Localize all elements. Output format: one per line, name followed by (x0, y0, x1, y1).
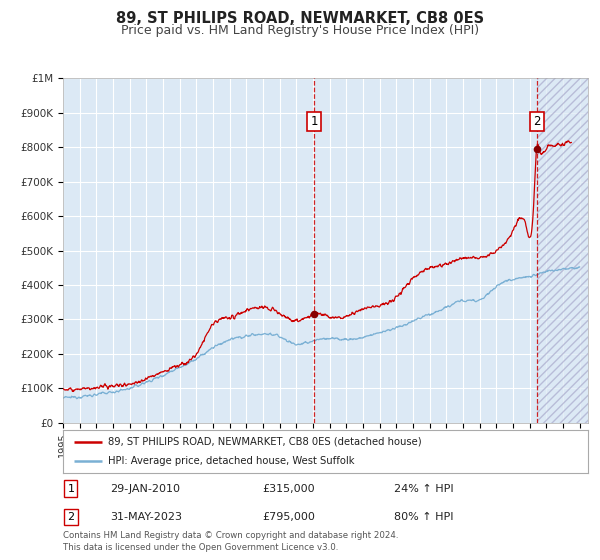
Text: 31-MAY-2023: 31-MAY-2023 (110, 512, 182, 522)
Text: 89, ST PHILIPS ROAD, NEWMARKET, CB8 0ES: 89, ST PHILIPS ROAD, NEWMARKET, CB8 0ES (116, 11, 484, 26)
Text: 2: 2 (67, 512, 74, 522)
Text: 89, ST PHILIPS ROAD, NEWMARKET, CB8 0ES (detached house): 89, ST PHILIPS ROAD, NEWMARKET, CB8 0ES … (107, 437, 421, 447)
Text: Price paid vs. HM Land Registry's House Price Index (HPI): Price paid vs. HM Land Registry's House … (121, 24, 479, 36)
Text: 24% ↑ HPI: 24% ↑ HPI (394, 484, 454, 493)
Text: £795,000: £795,000 (263, 512, 316, 522)
Text: 1: 1 (311, 115, 318, 128)
Text: Contains HM Land Registry data © Crown copyright and database right 2024.
This d: Contains HM Land Registry data © Crown c… (63, 531, 398, 552)
Text: 2: 2 (533, 115, 541, 128)
Text: £315,000: £315,000 (263, 484, 315, 493)
Text: 1: 1 (67, 484, 74, 493)
Bar (536, 78, 588, 423)
Text: 80% ↑ HPI: 80% ↑ HPI (394, 512, 453, 522)
Text: 29-JAN-2010: 29-JAN-2010 (110, 484, 180, 493)
Text: HPI: Average price, detached house, West Suffolk: HPI: Average price, detached house, West… (107, 456, 354, 466)
